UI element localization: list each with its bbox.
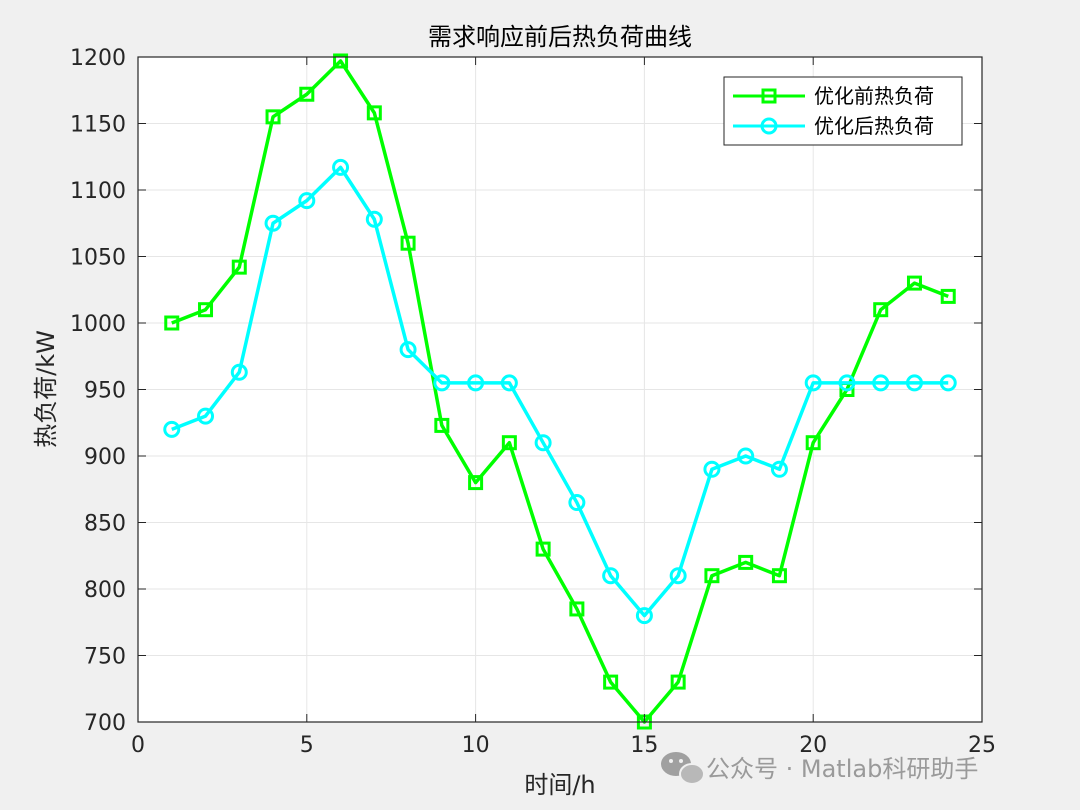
data-point-square — [265, 109, 281, 125]
data-point-circle — [770, 460, 788, 478]
data-point-square — [231, 259, 247, 275]
data-point-square — [333, 53, 349, 69]
y-tick-label: 700 — [84, 711, 126, 736]
legend-label-series-1: 优化前热负荷 — [814, 84, 934, 108]
wechat-icon — [661, 752, 705, 785]
data-point-square — [704, 568, 720, 584]
data-point-square — [468, 475, 484, 491]
y-tick-label: 1100 — [70, 179, 126, 204]
data-point-square — [738, 554, 754, 570]
data-point-circle — [939, 374, 957, 392]
data-point-circle — [534, 434, 552, 452]
x-tick-label: 5 — [300, 733, 314, 758]
x-tick-label: 20 — [799, 733, 827, 758]
data-point-square — [434, 417, 450, 433]
data-point-circle — [804, 374, 822, 392]
legend-label-series-2: 优化后热负荷 — [814, 114, 934, 138]
y-tick-label: 1150 — [70, 113, 126, 138]
data-point-circle — [264, 214, 282, 232]
data-point-circle — [703, 460, 721, 478]
data-point-circle — [467, 374, 485, 392]
grid-lines — [137, 56, 983, 723]
data-point-circle — [905, 374, 923, 392]
data-point-square — [501, 435, 517, 451]
legend-circle-marker — [760, 117, 778, 135]
data-point-square — [940, 288, 956, 304]
y-tick-label: 1200 — [70, 46, 126, 71]
y-tick-label: 1000 — [70, 312, 126, 337]
y-axis-label: 热负荷/kW — [32, 330, 60, 448]
watermark-text: 公众号 · Matlab科研助手 — [706, 755, 978, 783]
series-layer — [163, 53, 957, 730]
data-point-circle — [197, 407, 215, 425]
chart-title: 需求响应前后热负荷曲线 — [428, 23, 692, 51]
data-point-circle — [872, 374, 890, 392]
ticks: 0 5 10 15 20 25 700 750 800 850 900 950 1000 1050 1100… — [70, 46, 996, 758]
data-point-circle — [602, 567, 620, 585]
data-point-circle — [163, 420, 181, 438]
data-point-square — [906, 275, 922, 291]
y-tick-label: 800 — [84, 578, 126, 603]
data-point-square — [198, 302, 214, 318]
data-point-circle — [298, 192, 316, 210]
y-tick-label: 850 — [84, 512, 126, 537]
y-tick-label: 950 — [84, 379, 126, 404]
legend-square-marker — [761, 88, 777, 104]
data-point-circle — [332, 158, 350, 176]
y-tick-label: 750 — [84, 645, 126, 670]
x-axis-label: 时间/h — [524, 771, 595, 799]
data-point-square — [873, 302, 889, 318]
data-point-circle — [568, 494, 586, 512]
legend: 优化前热负荷 优化后热负荷 — [723, 76, 963, 146]
data-point-circle — [433, 374, 451, 392]
x-tick-label: 10 — [462, 733, 490, 758]
y-tick-label: 1050 — [70, 246, 126, 271]
data-point-square — [535, 541, 551, 557]
x-tick-label: 15 — [630, 733, 658, 758]
legend-box — [723, 76, 963, 146]
data-point-square — [603, 674, 619, 690]
data-point-circle — [365, 210, 383, 228]
data-point-square — [164, 315, 180, 331]
data-point-circle — [669, 567, 687, 585]
y-tick-label: 900 — [84, 445, 126, 470]
data-point-square — [569, 601, 585, 617]
data-point-square — [670, 674, 686, 690]
data-point-square — [805, 435, 821, 451]
data-point-square — [299, 86, 315, 102]
watermark: 公众号 · Matlab科研助手 — [661, 752, 978, 785]
data-point-circle — [838, 374, 856, 392]
x-tick-label: 25 — [968, 733, 996, 758]
data-point-circle — [399, 341, 417, 359]
data-point-circle — [500, 374, 518, 392]
data-point-square — [771, 568, 787, 584]
data-point-circle — [230, 363, 248, 381]
x-tick-label: 0 — [131, 733, 145, 758]
data-point-square — [366, 105, 382, 121]
data-point-square — [400, 235, 416, 251]
data-point-circle — [737, 447, 755, 465]
data-point-circle — [635, 607, 653, 625]
